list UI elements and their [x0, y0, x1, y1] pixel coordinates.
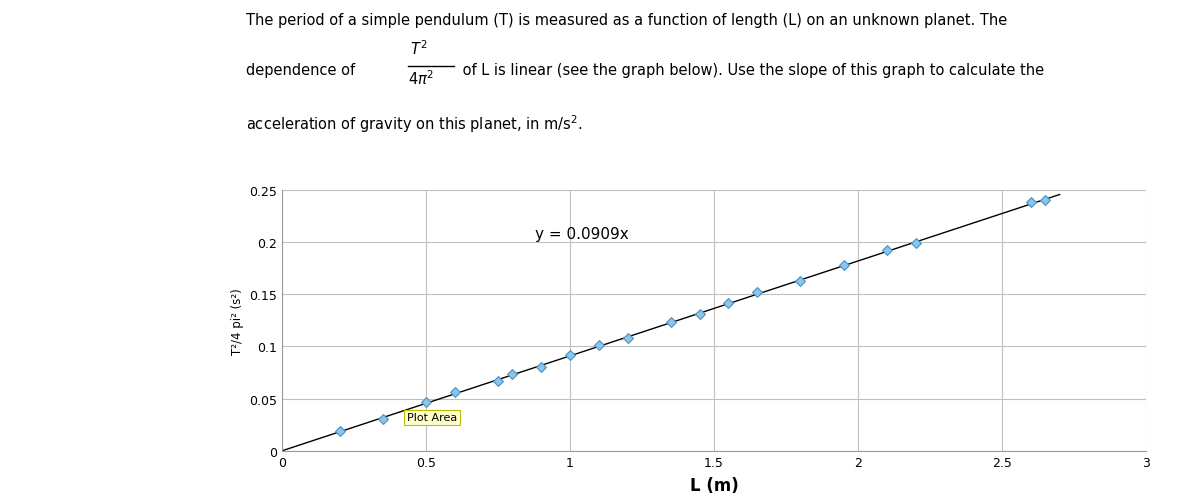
Point: [877, 247, 896, 255]
Point: [503, 370, 522, 378]
X-axis label: L (m): L (m): [690, 475, 738, 493]
Text: $4\pi^2$: $4\pi^2$: [408, 69, 434, 88]
Point: [834, 261, 853, 269]
Point: [373, 415, 392, 423]
Point: [906, 239, 925, 247]
Point: [661, 318, 680, 326]
Text: acceleration of gravity on this planet, in m/s$^2$.: acceleration of gravity on this planet, …: [246, 113, 582, 134]
Point: [791, 278, 810, 286]
Point: [748, 289, 767, 297]
Point: [589, 342, 608, 350]
Text: The period of a simple pendulum (T) is measured as a function of length (L) on a: The period of a simple pendulum (T) is m…: [246, 13, 1007, 28]
Point: [618, 334, 637, 342]
Point: [719, 299, 738, 307]
Point: [1036, 197, 1055, 205]
Point: [532, 364, 551, 372]
Text: y = 0.0909x: y = 0.0909x: [535, 226, 629, 241]
Point: [488, 377, 508, 385]
Point: [416, 398, 436, 406]
Point: [445, 388, 464, 396]
Text: Plot Area: Plot Area: [407, 412, 457, 422]
Text: $T^2$: $T^2$: [410, 39, 428, 58]
Y-axis label: T²/4 pi² (s²): T²/4 pi² (s²): [230, 288, 244, 354]
Point: [1021, 198, 1040, 206]
Point: [330, 427, 349, 435]
Text: of L is linear (see the graph below). Use the slope of this graph to calculate t: of L is linear (see the graph below). Us…: [458, 63, 1044, 78]
Point: [690, 311, 709, 319]
Point: [560, 351, 580, 359]
Text: dependence of: dependence of: [246, 63, 355, 78]
